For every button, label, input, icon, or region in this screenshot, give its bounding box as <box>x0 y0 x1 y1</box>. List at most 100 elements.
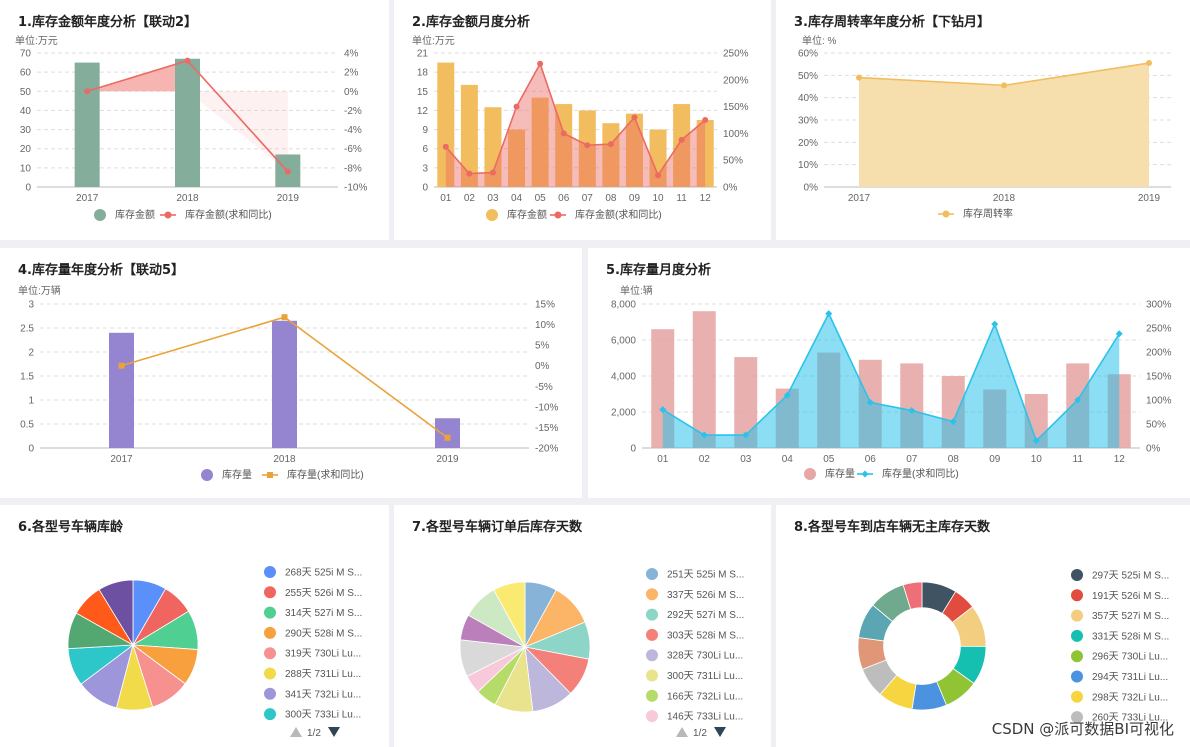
pagination-label: 1/2 <box>307 728 321 739</box>
amount-yearly-chart[interactable]: 单位:万元 0 10 20 30 40 50 60 70 -10% -8% -6% -4% -2% 0% 2%… <box>0 0 389 240</box>
bar <box>649 129 667 187</box>
line-point <box>444 434 451 441</box>
volume-monthly-chart[interactable]: 单位:辆 0 2,000 4,000 6,000 8,000 0% 50% 100% 150% 20… <box>588 248 1190 498</box>
y-tick-label: 2 <box>28 348 34 359</box>
turnover-yearly-chart[interactable]: 单位: % 0% 10% 20% 30% 40% 50% 60% 2017 2018 2019 库存周… <box>776 0 1190 240</box>
x-tick-label: 2017 <box>110 454 133 465</box>
next-page-icon <box>714 727 726 737</box>
bar <box>673 104 691 187</box>
x-tick-label: 07 <box>582 193 594 204</box>
y2-tick-label: -5% <box>535 382 553 393</box>
bar <box>109 332 134 448</box>
x-tick-label: 11 <box>676 193 687 204</box>
bar <box>625 113 643 187</box>
legend-marker <box>646 588 658 601</box>
x-tick-label: 02 <box>699 454 711 465</box>
y-tick-label: 1 <box>28 396 34 407</box>
legend-marker <box>942 210 950 218</box>
unowned-stock-days-donut[interactable]: 297天 525i M S... 191天 526i M S... 357天 527… <box>776 505 1190 747</box>
line-point <box>825 310 833 318</box>
legend-label: 294天 731Li Lu... <box>1092 672 1168 683</box>
legend-label: 库存金额(求和同比) <box>575 208 662 221</box>
x-tick-label: 09 <box>989 454 1001 465</box>
x-tick-label: 2019 <box>277 193 300 204</box>
legend-marker <box>264 667 276 680</box>
legend-label: 库存金额 <box>507 208 547 221</box>
y-tick-label: 6,000 <box>611 336 636 347</box>
y2-tick-label: 5% <box>535 341 550 352</box>
legend-marker <box>264 586 276 599</box>
legend-label: 341天 732Li Lu... <box>285 689 361 700</box>
line-point <box>1115 330 1123 338</box>
x-tick-label: 04 <box>511 193 523 204</box>
y2-tick-label: -2% <box>344 106 362 117</box>
x-tick-label: 06 <box>865 454 877 465</box>
line-point <box>1032 437 1040 445</box>
line-point <box>281 314 288 321</box>
panel-amount-monthly: 2.库存金额月度分析 单位:万元 0 3 6 9 12 15 18 21 0% 50% 100% 150… <box>394 0 771 240</box>
legend-label: 268天 525i M S... <box>285 568 362 579</box>
legend-marker <box>264 566 276 578</box>
y-tick-label: 20% <box>798 138 818 149</box>
bar <box>578 110 596 187</box>
legend-marker <box>164 211 172 219</box>
legend-marker <box>486 209 498 221</box>
legend-marker <box>646 568 658 580</box>
vehicle-age-pie[interactable]: 268天 525i M S... 255天 526i M S... 314天 527… <box>0 505 389 747</box>
chart-title: 6.各型号车辆库龄 <box>18 520 123 535</box>
x-tick-label: 09 <box>629 193 641 204</box>
x-tick-label: 12 <box>700 193 712 204</box>
legend-label: 库存量 <box>222 468 252 481</box>
x-tick-label: 2018 <box>273 454 296 465</box>
legend-marker <box>1071 569 1083 581</box>
y-tick-label: 1.5 <box>20 372 34 383</box>
legend-marker <box>554 211 562 219</box>
bar <box>437 62 455 188</box>
bar <box>484 107 502 187</box>
y-tick-label: 10 <box>20 163 32 174</box>
panel-turnover-yearly: 3.库存周转率年度分析【下钻月】 单位: % 0% 10% 20% 30% 40% 50% 6… <box>776 0 1190 240</box>
y-tick-label: 50 <box>20 87 32 98</box>
panel-order-stock-days: 7.各型号车辆订单后库存天数 251天 525i M S... 337天 526i… <box>394 505 771 747</box>
y-tick-label: 3 <box>28 300 34 311</box>
legend-marker <box>1071 629 1083 642</box>
y-tick-label: 0 <box>422 183 428 194</box>
legend-label: 337天 526i M S... <box>667 590 744 601</box>
y-tick-label: 40% <box>798 93 818 104</box>
bar <box>460 84 478 187</box>
amount-monthly-chart[interactable]: 单位:万元0369121518210%50%100%150%200%250%01… <box>394 0 771 240</box>
y-tick-label: 9 <box>422 125 428 136</box>
y-tick-label: 21 <box>417 49 429 60</box>
bar <box>435 418 460 448</box>
y-tick-label: 20 <box>20 144 32 155</box>
volume-yearly-chart[interactable]: 单位:万辆 0 0.5 1 1.5 2 2.5 3 -20% -15% -10% -5% 0% 5% 10%… <box>0 248 582 498</box>
pie-slice <box>493 581 526 648</box>
legend-marker <box>264 606 276 619</box>
line-point <box>702 117 709 123</box>
line-point <box>442 143 449 150</box>
legend-marker <box>646 710 658 723</box>
unit-label: 单位:万元 <box>15 34 58 47</box>
pie-slice <box>902 581 923 610</box>
legend-label: 328天 730Li Lu... <box>667 651 743 662</box>
legend-label: 357天 527i M S... <box>1092 611 1169 622</box>
legend-label: 库存周转率 <box>963 207 1013 220</box>
line-point <box>908 407 916 415</box>
legend-marker <box>201 469 213 481</box>
x-tick-label: 2019 <box>1138 193 1161 204</box>
legend-marker <box>861 470 869 478</box>
order-stock-days-pie[interactable]: 251天 525i M S... 337天 526i M S... 292天 527… <box>394 505 771 747</box>
legend-marker <box>1071 589 1083 602</box>
y-tick-label: 18 <box>417 68 429 79</box>
series-area <box>859 63 1149 187</box>
line-point <box>184 57 191 64</box>
x-tick-label: 05 <box>535 193 547 204</box>
legend-label: 146天 733Li Lu... <box>667 712 743 723</box>
legend-label: 290天 528i M S... <box>285 628 362 639</box>
series-area <box>662 313 1120 448</box>
line-point <box>655 172 662 179</box>
y2-tick-label: -10% <box>344 183 367 194</box>
x-tick-label: 05 <box>823 454 835 465</box>
y-tick-label: 0 <box>28 444 34 455</box>
y-tick-label: 30% <box>798 116 818 127</box>
